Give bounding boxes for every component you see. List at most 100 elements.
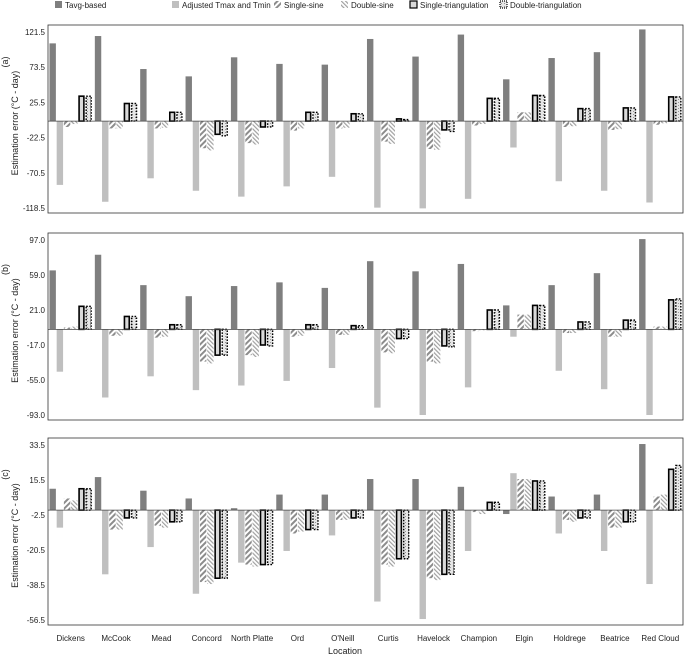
bar-tavg-based-north-platte	[230, 508, 238, 511]
bar-double-triangulation-o-neill	[357, 324, 365, 331]
bar-tavg-based-red-cloud	[639, 29, 646, 122]
bar-double-triangulation-curtis	[402, 509, 410, 560]
bar-single-triangulation-dickens	[78, 305, 85, 331]
bar-adjusted-tmax-and-tmin-mead	[147, 121, 154, 179]
bar-single-triangulation-champion	[486, 309, 493, 331]
bar-double-triangulation-ord	[312, 509, 319, 531]
bar-adjusted-tmax-and-tmin-mccook	[102, 510, 109, 575]
bar-double-triangulation-champion	[493, 501, 501, 511]
bar-double-triangulation-north-platte	[266, 328, 274, 347]
bar-double-sine-havelock	[433, 510, 441, 581]
bar-double-triangulation-red-cloud	[675, 298, 682, 331]
x-tick-label: North Platte	[231, 634, 274, 643]
bar-single-triangulation-ord	[305, 509, 312, 531]
bar-double-sine-ord	[297, 329, 305, 336]
bar-single-sine-dickens	[63, 498, 71, 511]
bar-single-triangulation-o-neill	[350, 324, 357, 331]
bar-single-triangulation-champion	[486, 97, 493, 122]
bar-single-sine-red-cloud	[653, 121, 660, 125]
bar-tavg-based-north-platte	[230, 286, 238, 330]
x-tick-label: Curtis	[378, 634, 399, 643]
bar-single-sine-curtis	[381, 510, 388, 565]
legend-swatch-double-sine	[341, 1, 348, 8]
y-tick-label: -38.5	[27, 581, 46, 590]
bar-single-triangulation-holdrege	[577, 107, 584, 122]
bar-adjusted-tmax-and-tmin-dickens	[56, 510, 64, 528]
bar-single-triangulation-north-platte	[259, 120, 267, 128]
bar-single-triangulation-mead	[168, 111, 176, 122]
bar-adjusted-tmax-and-tmin-beatrice	[600, 121, 608, 191]
bar-single-sine-holdrege	[562, 510, 570, 520]
bar-double-sine-mccook	[116, 510, 123, 530]
x-tick-label: Ord	[291, 634, 304, 643]
bar-adjusted-tmax-and-tmin-curtis	[374, 329, 381, 408]
y-tick-label: 33.5	[29, 441, 45, 450]
bar-single-triangulation-red-cloud	[667, 468, 675, 511]
bar-tavg-based-elgin	[503, 79, 510, 122]
bar-single-sine-mead	[154, 329, 161, 338]
bar-double-sine-champion	[479, 121, 486, 125]
bar-double-sine-dickens	[71, 500, 78, 511]
legend-swatch-double-triangulation	[499, 0, 508, 9]
bar-double-triangulation-dickens	[85, 305, 92, 331]
bar-single-sine-concord	[199, 510, 207, 583]
bar-tavg-based-o-neill	[321, 494, 329, 511]
bar-double-triangulation-concord	[221, 509, 228, 579]
bar-adjusted-tmax-and-tmin-mccook	[102, 121, 109, 202]
bar-single-triangulation-concord	[214, 509, 221, 580]
x-tick-label: Concord	[192, 634, 222, 643]
bar-single-triangulation-mead	[168, 509, 176, 523]
legend-label-tavg-based: Tavg-based	[65, 1, 106, 10]
bar-single-sine-concord	[199, 121, 207, 149]
bar-double-triangulation-holdrege	[584, 107, 591, 122]
y-tick-label: -2.5	[31, 511, 45, 520]
bar-single-triangulation-mccook	[123, 315, 131, 331]
bar-adjusted-tmax-and-tmin-red-cloud	[646, 329, 653, 415]
bar-single-triangulation-havelock	[441, 328, 448, 347]
panel-label: (b)	[0, 264, 10, 275]
bar-double-sine-mccook	[116, 329, 123, 336]
bar-double-sine-champion	[479, 329, 486, 331]
legend-item-single-triangulation: Single-triangulation	[409, 0, 489, 10]
bar-double-triangulation-ord	[312, 324, 319, 331]
bar-single-sine-elgin	[517, 112, 524, 122]
legend-label-single-triangulation: Single-triangulation	[420, 1, 489, 10]
bar-tavg-based-dickens	[49, 270, 56, 330]
legend-item-adjusted-tmax-and-tmin: Adjusted Tmax and Tmin	[172, 1, 271, 10]
bar-single-triangulation-dickens	[78, 487, 85, 511]
bar-adjusted-tmax-and-tmin-mead	[147, 329, 154, 377]
y-tick-label: 121.5	[25, 28, 46, 37]
bar-single-triangulation-elgin	[531, 94, 539, 122]
bar-adjusted-tmax-and-tmin-havelock	[419, 121, 426, 209]
bar-tavg-based-mccook	[94, 254, 102, 330]
bar-single-sine-mccook	[109, 121, 116, 129]
bar-double-triangulation-beatrice	[629, 509, 637, 523]
bar-adjusted-tmax-and-tmin-mccook	[102, 329, 109, 398]
bar-double-sine-red-cloud	[660, 494, 668, 511]
bar-single-triangulation-champion	[486, 501, 493, 511]
bar-single-sine-champion	[472, 121, 479, 126]
bar-adjusted-tmax-and-tmin-concord	[192, 329, 200, 391]
bar-tavg-based-o-neill	[321, 64, 329, 122]
bar-adjusted-tmax-and-tmin-ord	[283, 121, 290, 187]
bar-double-triangulation-holdrege	[584, 509, 591, 519]
bar-double-triangulation-beatrice	[629, 319, 637, 331]
bar-double-triangulation-havelock	[448, 328, 455, 348]
bar-single-sine-curtis	[381, 121, 388, 142]
bar-adjusted-tmax-and-tmin-elgin	[510, 121, 517, 148]
y-tick-label: -93.0	[27, 411, 46, 420]
bar-adjusted-tmax-and-tmin-o-neill	[328, 510, 336, 536]
bar-single-sine-ord	[290, 510, 298, 534]
y-tick-label: -70.5	[27, 169, 46, 178]
bar-single-sine-beatrice	[608, 121, 615, 130]
legend-swatch-tavg-based	[55, 1, 62, 8]
bar-double-triangulation-north-platte	[266, 120, 274, 128]
bar-single-sine-red-cloud	[653, 496, 660, 511]
x-tick-label: Champion	[461, 634, 497, 643]
bar-adjusted-tmax-and-tmin-dickens	[56, 329, 64, 372]
bar-adjusted-tmax-and-tmin-red-cloud	[646, 510, 653, 585]
bar-tavg-based-curtis	[366, 38, 374, 122]
x-tick-label: Holdrege	[553, 634, 586, 643]
bar-single-triangulation-north-platte	[259, 328, 267, 346]
bar-tavg-based-havelock	[412, 479, 419, 511]
